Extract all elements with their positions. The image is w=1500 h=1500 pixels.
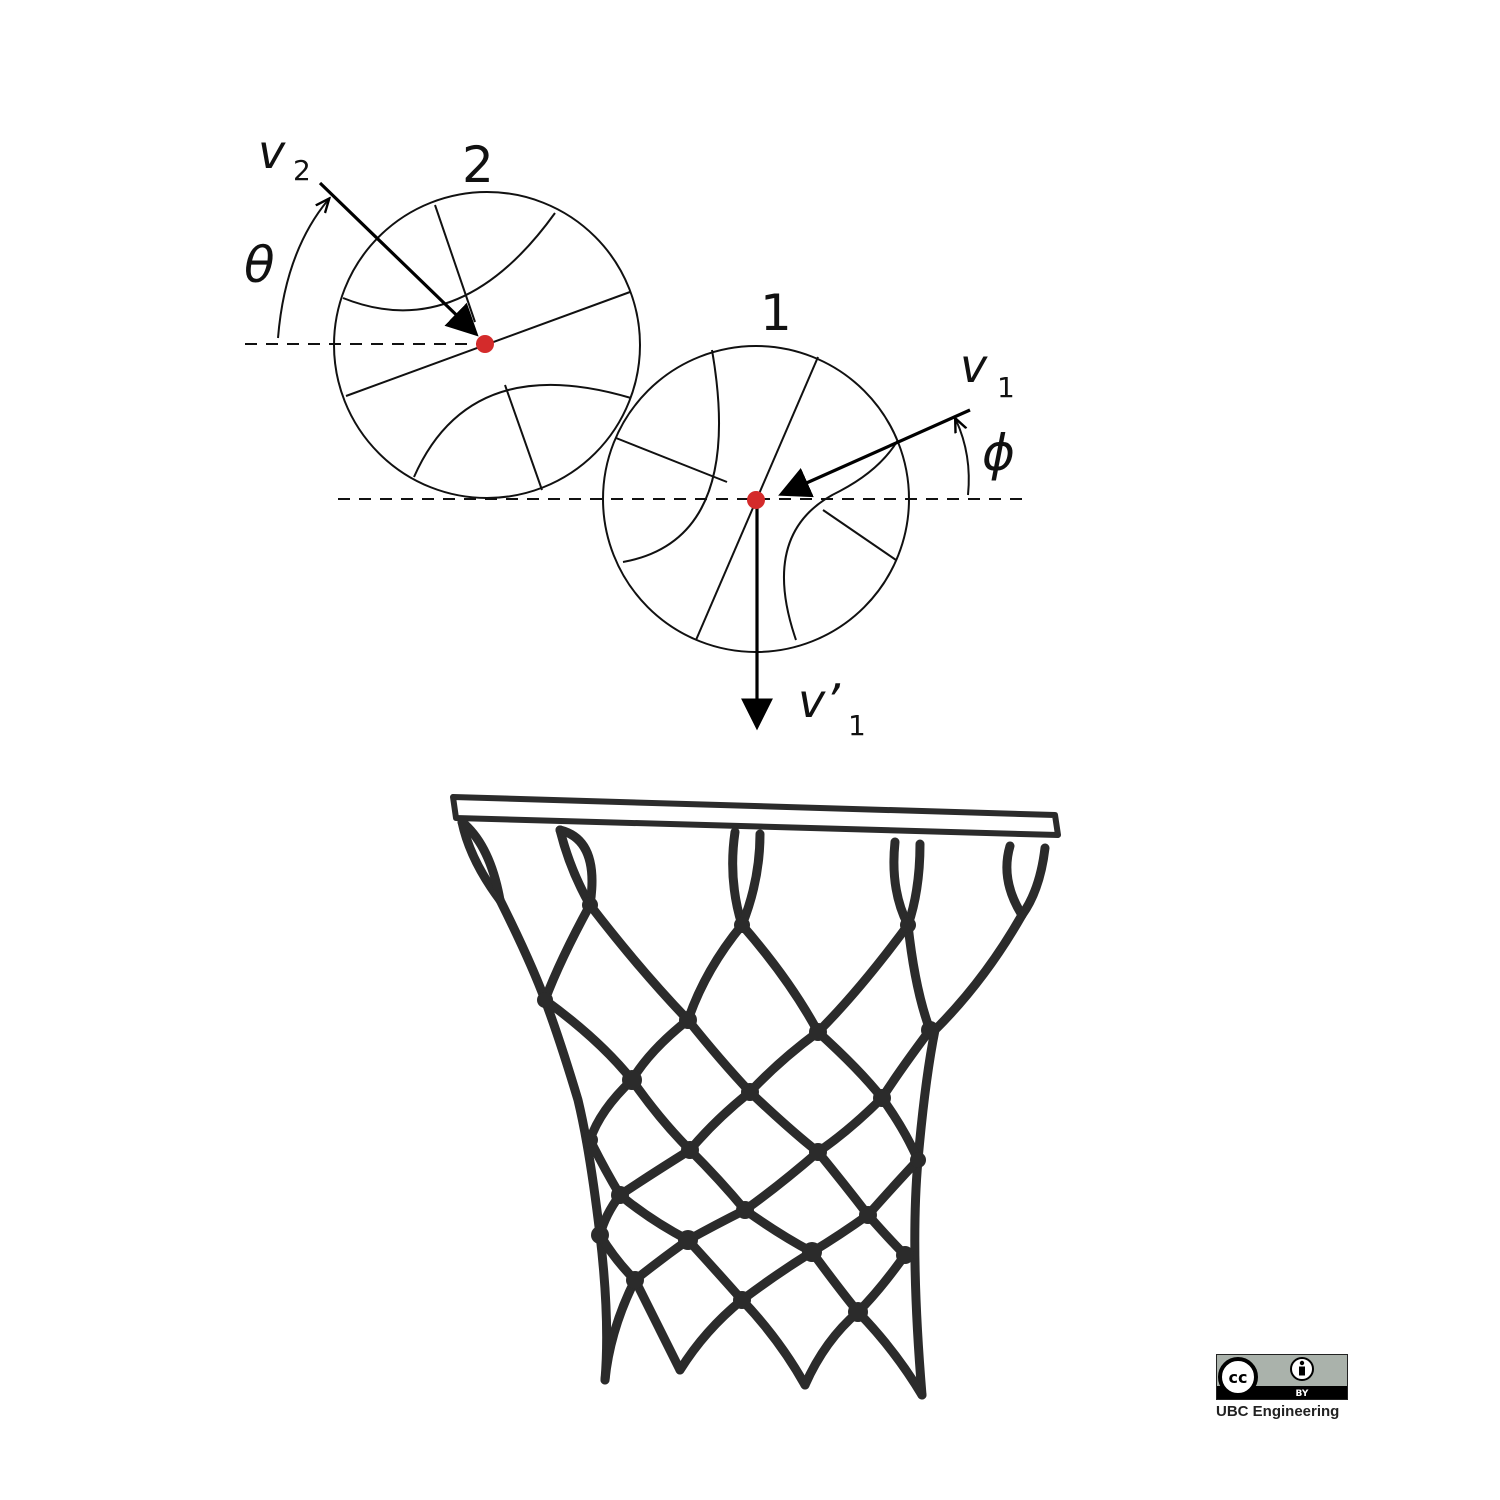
v1-prime-label: v’ bbox=[798, 674, 840, 728]
ball-1-center-dot bbox=[747, 491, 765, 509]
license-caption: UBC Engineering bbox=[1216, 1403, 1350, 1420]
v1-label: v bbox=[960, 339, 988, 393]
v1-prime-subscript: 1 bbox=[848, 709, 866, 742]
theta-label: θ bbox=[244, 236, 275, 294]
theta-angle-arc bbox=[278, 200, 328, 338]
attribution-person-icon bbox=[1291, 1358, 1313, 1380]
v2-label: v bbox=[258, 125, 286, 179]
v1-subscript: 1 bbox=[997, 371, 1015, 404]
basketball-hoop bbox=[453, 797, 1058, 1395]
cc-badge-text: cc bbox=[1229, 1368, 1248, 1387]
ball-2-label: 2 bbox=[462, 136, 494, 194]
net bbox=[462, 822, 1045, 1395]
ball-1-label: 1 bbox=[760, 284, 792, 342]
cc-by-license-badge: cc BY bbox=[1216, 1354, 1348, 1400]
hoop-rim bbox=[453, 797, 1058, 835]
ball-2-center-dot bbox=[476, 335, 494, 353]
v1-vector-arrow bbox=[784, 410, 970, 493]
license-block: cc BY UBC Engineering bbox=[1216, 1354, 1350, 1420]
phi-angle-arc bbox=[956, 420, 969, 495]
phi-label: ϕ bbox=[982, 424, 1015, 482]
v2-subscript: 2 bbox=[293, 154, 311, 187]
by-badge-text: BY bbox=[1296, 1389, 1309, 1399]
